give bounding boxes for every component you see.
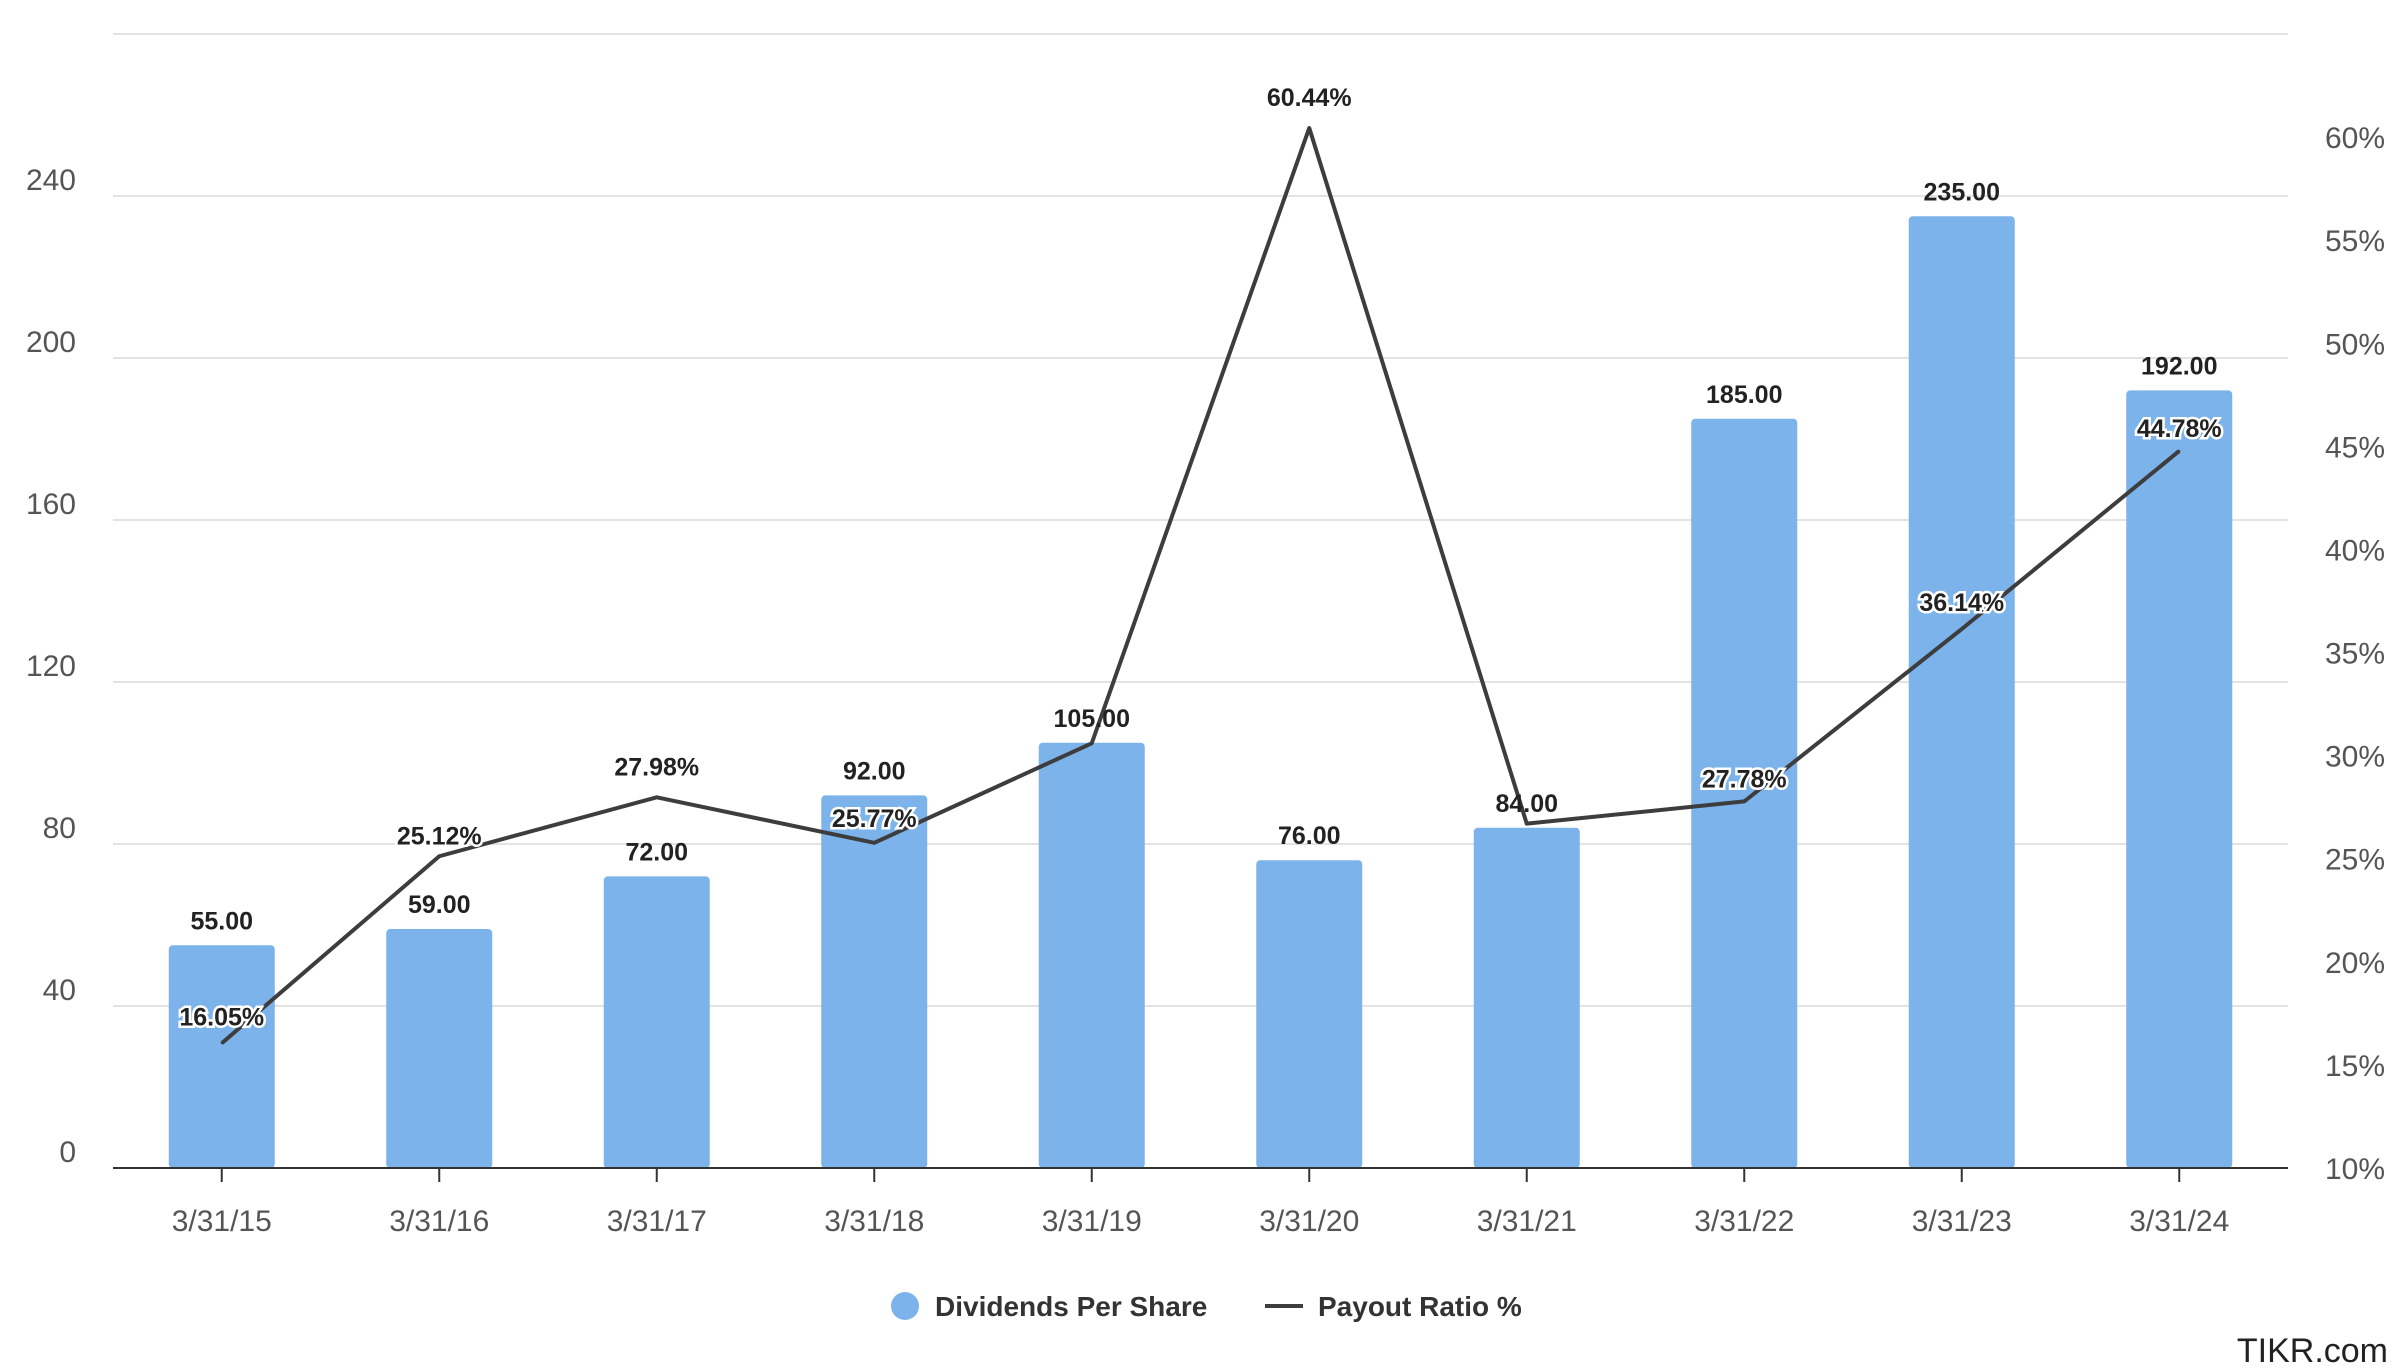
y-right-tick-label: 60%	[2325, 122, 2385, 155]
bar-value-label: 55.00	[190, 907, 253, 935]
y-right-tick-label: 40%	[2325, 534, 2385, 567]
bar-value-label: 72.00	[625, 838, 688, 866]
x-tick-label: 3/31/24	[2129, 1205, 2229, 1238]
x-tick-label: 3/31/16	[389, 1205, 489, 1238]
payout-ratio-label: 25.12%	[397, 822, 482, 850]
bar-dividends-per-share	[386, 929, 493, 1168]
data-labels: 55.00 59.00 72.00 92.00 105.00 76.00 84.00 185.…	[177, 82, 2224, 1034]
legend-dividends-label: Dividends Per Share	[935, 1291, 1207, 1322]
x-tick-label: 3/31/15	[172, 1205, 272, 1238]
bar-value-label: 84.00	[1495, 790, 1558, 818]
payout-ratio-label: 44.78%	[2137, 415, 2222, 443]
payout-ratio-label: 27.98%	[614, 753, 699, 781]
x-tick-label: 3/31/20	[1259, 1205, 1359, 1238]
bar-value-label: 92.00	[843, 757, 906, 785]
y-right-tick-label: 25%	[2325, 844, 2385, 877]
payout-ratio-point	[1743, 800, 1746, 803]
y-right-tick-label: 15%	[2325, 1050, 2385, 1083]
bar-dividends-per-share	[1038, 742, 1145, 1168]
bar-dividends-per-share	[603, 876, 710, 1168]
payout-ratio-line	[220, 126, 2181, 1045]
y-right-tick-label: 20%	[2325, 947, 2385, 980]
bar-dividends-per-share	[1256, 860, 1363, 1168]
payout-ratio-label: 60.44%	[1267, 84, 1352, 112]
legend-item-payout-ratio[interactable]: Payout Ratio %	[1265, 1291, 1522, 1322]
bar-value-label: 192.00	[2141, 352, 2217, 380]
y-left-tick-label: 160	[26, 488, 76, 521]
y-left-tick-label: 120	[26, 650, 76, 683]
y-right-tick-label: 30%	[2325, 741, 2385, 774]
payout-ratio-point	[220, 1042, 223, 1045]
payout-ratio-point	[1960, 628, 1963, 631]
payout-ratio-point	[2178, 449, 2181, 452]
payout-ratio-point	[438, 855, 441, 858]
axes: 0 40 80 120 160 200 240 10% 15% 20% 25% 30% 35% 40% 45…	[26, 122, 2385, 1238]
y-right-tick-label: 10%	[2325, 1153, 2385, 1186]
bar-dividends-per-share	[1908, 216, 2015, 1168]
bar-dividends-per-share	[1691, 418, 1798, 1168]
legend-dividends-marker	[891, 1292, 919, 1320]
y-left-tick-label: 200	[26, 326, 76, 359]
x-tick-label: 3/31/19	[1042, 1205, 1142, 1238]
bar-dividends-per-share	[821, 795, 928, 1168]
y-right-tick-label: 55%	[2325, 225, 2385, 258]
y-left-tick-label: 80	[43, 812, 76, 845]
bar-value-label: 185.00	[1706, 381, 1782, 409]
payout-ratio-point	[1090, 742, 1093, 745]
y-left-tick-label: 240	[26, 164, 76, 197]
y-right-tick-label: 35%	[2325, 638, 2385, 671]
legend-item-dividends[interactable]: Dividends Per Share	[891, 1291, 1207, 1322]
y-left-tick-label: 40	[43, 974, 76, 1007]
x-tick-label: 3/31/21	[1477, 1205, 1577, 1238]
x-tick-label: 3/31/17	[607, 1205, 707, 1238]
bar-dividends-per-share	[1473, 827, 1580, 1168]
x-tick-label: 3/31/23	[1912, 1205, 2012, 1238]
payout-ratio-point	[1308, 127, 1311, 130]
payout-ratio-label: 25.77%	[832, 805, 917, 833]
legend: Dividends Per Share Payout Ratio %	[891, 1291, 1522, 1322]
payout-ratio-line-layer	[220, 126, 2181, 1045]
x-tick-label: 3/31/22	[1694, 1205, 1794, 1238]
y-right-tick-label: 50%	[2325, 328, 2385, 361]
payout-ratio-point	[1525, 822, 1528, 825]
dividend-bars	[168, 216, 2233, 1168]
payout-ratio-point	[873, 841, 876, 844]
x-tick-label: 3/31/18	[824, 1205, 924, 1238]
bar-value-label: 76.00	[1278, 822, 1341, 850]
bar-dividends-per-share	[168, 945, 275, 1168]
payout-ratio-label: 36.14%	[1919, 589, 2004, 617]
bar-dividends-per-share	[2126, 390, 2233, 1168]
legend-payout-label: Payout Ratio %	[1318, 1291, 1522, 1322]
tikr-watermark: TIKR.com	[2237, 1332, 2388, 1370]
y-right-tick-label: 45%	[2325, 431, 2385, 464]
payout-ratio-point	[655, 796, 658, 799]
y-left-tick-label: 0	[59, 1136, 76, 1169]
payout-ratio-label: 27.78%	[1702, 765, 1787, 793]
payout-ratio-label: 16.05%	[179, 1003, 264, 1031]
bar-value-label: 105.00	[1054, 705, 1130, 733]
bar-value-label: 59.00	[408, 891, 471, 919]
bar-value-label: 235.00	[1924, 178, 2000, 206]
